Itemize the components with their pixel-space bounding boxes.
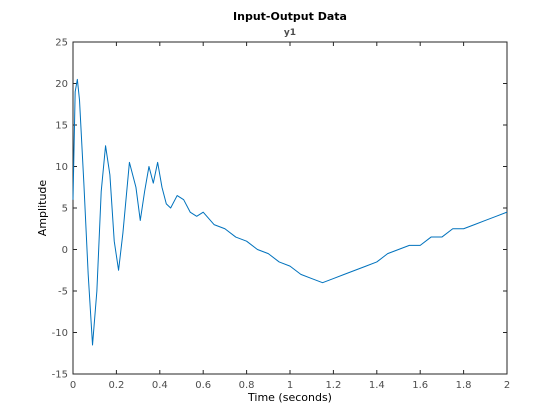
y-tick-label: 25 <box>55 38 68 49</box>
y-tick-label: -15 <box>52 370 68 381</box>
axis-ticks: 0 0.2 0.4 0.6 0.8 1 1.2 1.4 1.6 1.8 2 -15 -10 -5 0 5 10 1… <box>52 38 511 392</box>
y-tick-label: 20 <box>55 79 68 90</box>
chart-title: Input-Output Data <box>233 10 347 23</box>
series-layer <box>72 78 508 346</box>
y-tick-label: 15 <box>55 121 68 132</box>
plot-area <box>72 41 508 375</box>
y-tick-label: 10 <box>55 162 68 173</box>
x-tick-label: 1.8 <box>456 380 472 391</box>
x-tick-label: 0 <box>70 380 76 391</box>
x-tick-label: 0.6 <box>195 380 211 391</box>
y-tick-label: -5 <box>58 287 68 298</box>
x-tick-label: 1.6 <box>412 380 428 391</box>
y-tick-label: -10 <box>52 328 68 339</box>
x-tick-label: 0.4 <box>152 380 168 391</box>
x-tick-label: 0.8 <box>239 380 255 391</box>
chart-subtitle: y1 <box>284 28 296 38</box>
y-tick-label: 0 <box>62 245 68 256</box>
y-axis-label: Amplitude <box>36 180 49 237</box>
y-tick-label: 5 <box>62 204 68 215</box>
x-tick-label: 1.4 <box>369 380 385 391</box>
x-tick-label: 0.2 <box>108 380 124 391</box>
x-tick-label: 2 <box>504 380 510 391</box>
x-axis-label: Time (seconds) <box>247 391 332 404</box>
x-tick-label: 1 <box>287 380 293 391</box>
x-tick-label: 1.2 <box>325 380 341 391</box>
series-line <box>72 78 508 346</box>
